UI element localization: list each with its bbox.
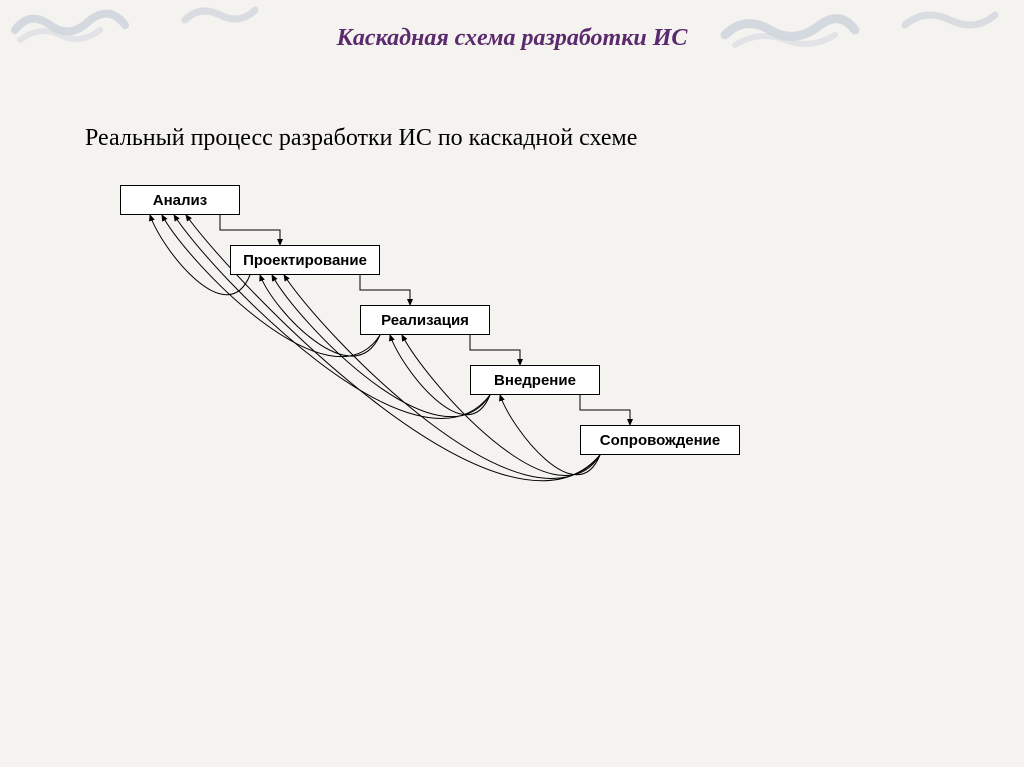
diagram-node: Внедрение: [470, 365, 600, 395]
diagram-node: Анализ: [120, 185, 240, 215]
page-subtitle: Реальный процесс разработки ИС по каскад…: [85, 125, 637, 152]
waterfall-diagram: Анализ Проектирование Реализация Внедрение С…: [100, 175, 800, 525]
diagram-node: Реализация: [360, 305, 490, 335]
page-title: Каскадная схема разработки ИС: [0, 25, 1024, 52]
diagram-connectors: [100, 175, 800, 525]
diagram-node: Сопровождение: [580, 425, 740, 455]
diagram-node: Проектирование: [230, 245, 380, 275]
